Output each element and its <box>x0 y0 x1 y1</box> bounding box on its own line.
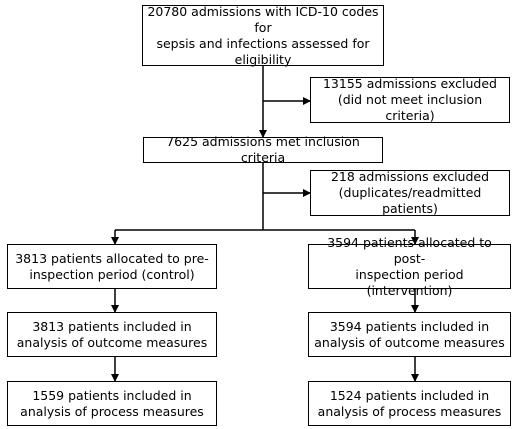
post-allocated-box: 3594 patients allocated to post- inspect… <box>308 235 511 298</box>
pre-allocated-text: 3813 patients allocated to pre- inspecti… <box>15 250 209 282</box>
exclusion-2-text: 218 admissions excluded (duplicates/read… <box>330 169 490 216</box>
pre-process-box: 1559 patients included in analysis of pr… <box>7 381 217 426</box>
pre-process-text: 1559 patients included in analysis of pr… <box>20 387 204 419</box>
pre-allocated-box: 3813 patients allocated to pre- inspecti… <box>7 244 217 289</box>
exclusion-1-text: 13155 admissions excluded (did not meet … <box>322 76 497 123</box>
screening-text: 20780 admissions with ICD-10 codes for s… <box>147 3 379 67</box>
post-outcome-text: 3594 patients included in analysis of ou… <box>314 318 505 350</box>
screening-box: 20780 admissions with ICD-10 codes for s… <box>142 3 384 67</box>
inclusion-text: 7625 admissions met inclusion criteria <box>166 134 360 165</box>
pre-outcome-box: 3813 patients included in analysis of ou… <box>7 312 217 357</box>
pre-outcome-text: 3813 patients included in analysis of ou… <box>16 318 208 350</box>
exclusion-box-1: 13155 admissions excluded (did not meet … <box>310 76 510 123</box>
exclusion-box-2: 218 admissions excluded (duplicates/read… <box>310 169 510 216</box>
post-process-text: 1524 patients included in analysis of pr… <box>317 387 502 419</box>
inclusion-box: 7625 admissions met inclusion criteria <box>143 134 383 165</box>
post-outcome-box: 3594 patients included in analysis of ou… <box>308 312 511 357</box>
post-process-box: 1524 patients included in analysis of pr… <box>308 381 511 426</box>
post-allocated-text: 3594 patients allocated to post- inspect… <box>327 234 492 298</box>
